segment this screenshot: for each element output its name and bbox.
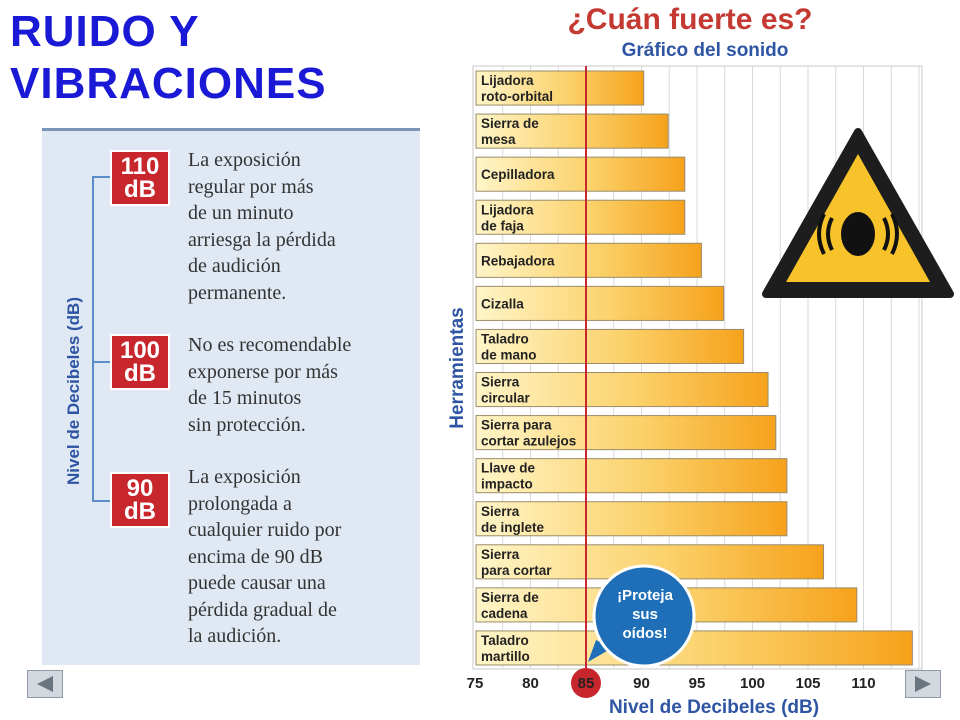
x-tick-label: 100	[740, 675, 765, 692]
bar	[475, 328, 745, 364]
bar	[475, 156, 686, 192]
threshold-tick-marker	[571, 668, 601, 698]
bar-label: Lijadora de faja	[481, 202, 534, 233]
bar	[475, 70, 645, 106]
bar-label: Sierra para cortar	[481, 547, 552, 578]
bar	[475, 285, 725, 321]
slide-title-line2: VIBRACIONES	[10, 59, 327, 108]
slide-title-line1: RUIDO Y	[10, 7, 200, 56]
db-badge-100: 100 dB	[110, 334, 170, 390]
x-tick-label: 75	[467, 675, 484, 692]
bar	[475, 372, 769, 408]
bar-label: Taladro martillo	[481, 633, 530, 664]
next-slide-button[interactable]	[905, 670, 941, 698]
x-tick-label: 110	[851, 675, 875, 692]
y-axis-title: Herramientas	[447, 307, 468, 428]
db-badge-110: 110 dB	[110, 150, 170, 206]
triangle-left-icon	[37, 676, 53, 692]
x-tick-label: 95	[689, 675, 706, 692]
bar-label: Sierra de mesa	[481, 116, 539, 147]
db-badge-90: 90 dB	[110, 472, 170, 528]
x-tick-label: 90	[633, 675, 650, 692]
triangle-right-icon	[915, 676, 931, 692]
bar-label: Llave de impacto	[481, 461, 536, 492]
bar	[475, 199, 686, 235]
bar-label: Cizalla	[481, 296, 524, 311]
x-tick-label: 105	[795, 675, 820, 692]
info-text-110: La exposición regular por más de un minu…	[188, 149, 336, 304]
bar-label: Taladro de mano	[481, 331, 537, 362]
decibel-info-panel: Nivel de Decibeles (dB) 110 dB La exposi…	[42, 128, 420, 665]
prev-slide-button[interactable]	[27, 670, 63, 698]
bar	[475, 113, 669, 149]
bar-label: Lijadora roto-orbital	[481, 73, 553, 104]
x-tick-label: 85	[578, 675, 595, 692]
panel-bracket-line	[92, 176, 94, 500]
bar-label: Cepilladora	[481, 167, 555, 182]
bar	[475, 501, 788, 537]
bar	[475, 415, 777, 451]
bar-label: Sierra para cortar azulejos	[481, 418, 576, 449]
bar-label: Sierra circular	[481, 375, 531, 406]
panel-bracket-tick	[92, 361, 110, 363]
chart-title: ¿Cuán fuerte es?	[567, 3, 813, 36]
x-tick-label: 80	[522, 675, 539, 692]
bar-label: Sierra de cadena	[481, 590, 539, 621]
bar	[475, 242, 702, 278]
bar	[475, 458, 788, 494]
protect-ears-callout: ¡Proteja sus oídos!	[588, 564, 696, 668]
callout-text: oídos!	[623, 625, 668, 642]
bar	[475, 630, 913, 666]
callout-text: ¡Proteja	[617, 587, 674, 604]
info-text-100: No es recomendable exponerse por más de …	[188, 334, 352, 436]
panel-bracket-tick	[92, 176, 110, 178]
callout-text: sus	[632, 606, 658, 623]
info-text-90: La exposición prolongada a cualquier rui…	[188, 466, 342, 647]
x-axis-title: Nivel de Decibeles (dB)	[609, 697, 819, 718]
bar-label: Rebajadora	[481, 253, 555, 268]
panel-bracket-tick	[92, 500, 110, 502]
chart-subtitle: Gráfico del sonido	[621, 40, 789, 61]
slide-title: RUIDO Y VIBRACIONES	[10, 6, 430, 110]
callout-circle	[592, 564, 696, 668]
bar-label: Sierra de inglete	[481, 504, 545, 535]
noise-warning-triangle-icon	[762, 128, 954, 298]
